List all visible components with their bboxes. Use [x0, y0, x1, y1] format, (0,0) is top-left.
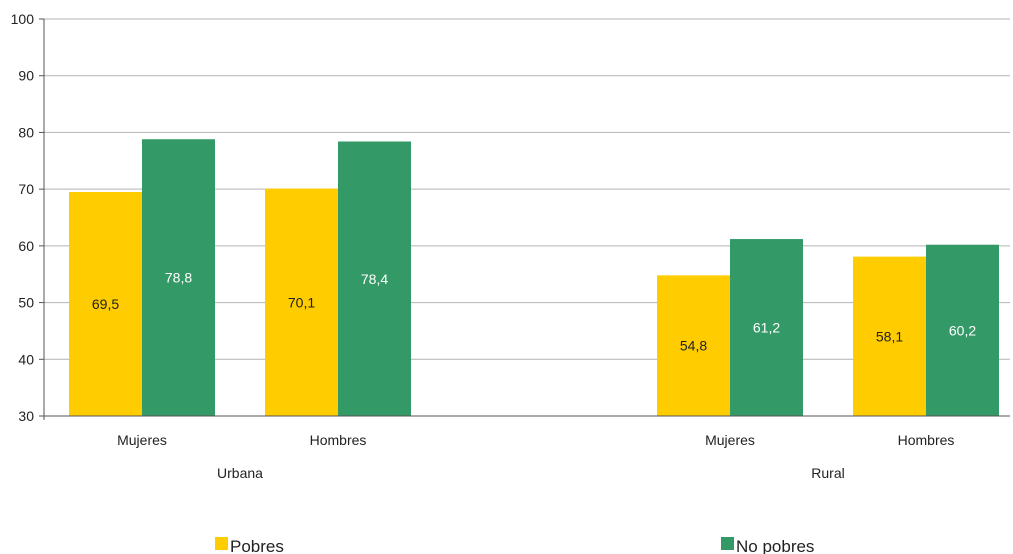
x-tick-label: Mujeres	[117, 432, 167, 448]
data-label: 61,2	[753, 320, 780, 336]
x-tick-label: Mujeres	[705, 432, 755, 448]
data-label: 60,2	[949, 322, 976, 338]
bar-no-pobres	[142, 139, 215, 416]
data-label: 69,5	[92, 296, 119, 312]
bar-pobres	[265, 188, 338, 416]
y-tick-label: 30	[18, 408, 34, 424]
y-axis: 30 40 50 60 70 80 90 100	[11, 11, 45, 424]
bar-pobres	[657, 275, 730, 416]
legend-swatch-pobres	[215, 537, 228, 550]
bar-no-pobres	[338, 141, 411, 416]
data-label: 78,4	[361, 271, 388, 287]
x-axis: Mujeres Hombres Mujeres Hombres Urbana Rural	[44, 415, 1010, 481]
legend-swatch-no-pobres	[721, 537, 734, 550]
x-tick-label: Hombres	[898, 432, 955, 448]
y-tick-label: 60	[18, 238, 34, 254]
y-tick-label: 90	[18, 68, 34, 84]
legend-label: No pobres	[736, 537, 814, 554]
y-tick-label: 40	[18, 351, 34, 367]
y-tick-label: 80	[18, 124, 34, 140]
data-label: 70,1	[288, 294, 315, 310]
legend: Pobres No pobres	[215, 537, 814, 554]
group-label: Urbana	[217, 465, 263, 481]
bar-pobres	[69, 191, 142, 416]
y-tick-label: 70	[18, 181, 34, 197]
x-tick-label: Hombres	[310, 432, 367, 448]
data-label: 54,8	[680, 338, 707, 354]
legend-label: Pobres	[230, 537, 284, 554]
data-label: 58,1	[876, 328, 903, 344]
bar-pobres	[853, 256, 926, 416]
y-tick-label: 100	[11, 11, 35, 27]
y-tick-label: 50	[18, 295, 34, 311]
bar-no-pobres	[926, 244, 999, 416]
data-label: 78,8	[165, 270, 192, 286]
data-labels: 69,5 78,8 70,1 78,4 54,8 61,2 58,1 60,2	[92, 270, 976, 354]
group-label: Rural	[811, 465, 844, 481]
bar-no-pobres	[730, 239, 803, 416]
bars	[69, 139, 999, 416]
